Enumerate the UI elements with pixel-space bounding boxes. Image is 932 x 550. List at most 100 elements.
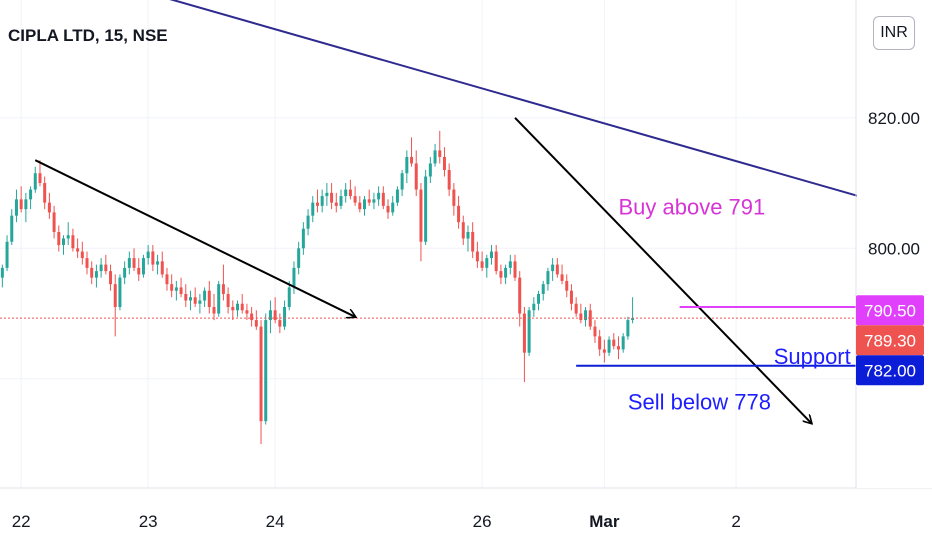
price-tag (856, 295, 924, 326)
candle (621, 336, 625, 350)
candle (259, 326, 263, 422)
candle (494, 251, 498, 272)
candle (203, 290, 207, 301)
candle (527, 310, 531, 353)
trendline-major-downtrend (169, 0, 859, 198)
candle (217, 284, 221, 314)
candle (193, 297, 197, 304)
candle (170, 284, 174, 291)
candle (174, 287, 178, 291)
candle (320, 196, 324, 206)
time-tick-label: 2 (731, 512, 740, 531)
candle (598, 336, 602, 350)
candle (344, 189, 348, 197)
candle (99, 264, 103, 272)
candle (579, 313, 583, 321)
candle (485, 258, 489, 268)
candle (315, 202, 319, 206)
candle (156, 261, 160, 265)
candle (551, 264, 555, 272)
candle (457, 205, 461, 223)
candle (410, 156, 414, 164)
currency-button[interactable]: INR (873, 16, 915, 50)
candle (419, 189, 423, 242)
candle (560, 274, 564, 281)
candle (602, 349, 606, 353)
price-tag-label: 789.30 (864, 331, 916, 350)
candle (19, 199, 23, 210)
candle (85, 258, 89, 268)
candle (311, 202, 315, 216)
candle (240, 303, 244, 311)
candle (522, 313, 526, 353)
time-tick-label: 24 (266, 512, 285, 531)
candle (588, 310, 592, 327)
candle (47, 202, 51, 213)
annotation-label: Support (774, 344, 851, 369)
time-tick-label: Mar (589, 512, 620, 531)
candle (400, 173, 404, 190)
candle (353, 196, 357, 203)
candle (475, 251, 479, 262)
candle (231, 307, 235, 311)
price-axis-bg (857, 0, 932, 488)
candle (452, 189, 456, 206)
candle (508, 261, 512, 268)
candle (212, 307, 216, 314)
price-tag-label: 782.00 (864, 361, 916, 380)
annotation-label: Buy above 791 (618, 194, 765, 219)
candle (0, 267, 4, 278)
price-tag (856, 355, 924, 386)
candle (250, 313, 254, 321)
candle (447, 169, 451, 190)
candle (254, 320, 258, 327)
candle (395, 189, 399, 203)
candle (151, 251, 155, 265)
candle (616, 346, 620, 350)
candle (513, 261, 517, 278)
candle (236, 303, 240, 311)
candle (146, 251, 150, 259)
candle (24, 199, 28, 210)
symbol-title[interactable]: CIPLA LTD, 15, NSE (8, 26, 168, 45)
candle (612, 339, 616, 347)
candle (160, 261, 164, 275)
candle (537, 293, 541, 304)
candle (287, 287, 291, 308)
candle (325, 192, 329, 197)
candle (226, 293, 230, 308)
price-tag-label: 790.50 (864, 301, 916, 320)
candle (504, 267, 508, 278)
candle (405, 156, 409, 174)
price-tick-label: 820.00 (868, 109, 920, 128)
candle (631, 318, 635, 321)
candlestick-series (0, 130, 856, 445)
candle (198, 300, 202, 304)
candle (414, 163, 418, 190)
time-tick-label: 23 (139, 512, 158, 531)
candle (71, 235, 75, 249)
candle (433, 150, 437, 164)
candle (38, 173, 42, 184)
candle (348, 189, 352, 197)
time-tick-label: 26 (473, 512, 492, 531)
candle (61, 238, 65, 246)
candle (367, 199, 371, 203)
candle (377, 192, 381, 200)
candle (306, 215, 310, 229)
time-axis[interactable]: 22 23 24 26 Mar 2 (12, 512, 741, 531)
candle (109, 271, 113, 285)
candle (480, 261, 484, 268)
candle (292, 267, 296, 288)
candle (569, 290, 573, 304)
candle (207, 290, 211, 308)
candle (372, 199, 376, 203)
candle (137, 267, 141, 275)
candle (80, 251, 84, 259)
price-tick-label: 800.00 (868, 239, 920, 258)
candle (165, 274, 169, 285)
candle (127, 258, 131, 268)
